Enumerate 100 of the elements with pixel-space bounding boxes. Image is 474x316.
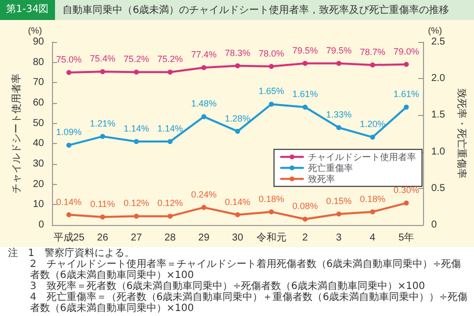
x-tick-label: 2 — [302, 232, 308, 244]
point — [66, 212, 72, 218]
point — [235, 63, 240, 68]
data-label: 75.2% — [124, 54, 150, 64]
point — [201, 114, 206, 120]
y2-tick-label: 1.5 — [431, 110, 446, 121]
point — [168, 139, 173, 144]
point — [404, 62, 409, 67]
point — [370, 62, 376, 68]
point — [302, 60, 308, 66]
point — [370, 134, 376, 140]
y-tick-label: 20 — [32, 178, 44, 190]
data-label: 75.2% — [157, 54, 183, 64]
point — [134, 214, 139, 219]
chart-subtitle: 自動車同乗中（6歳未満）のチャイルドシート使用者率，致死率及び死亡重傷率の推移 — [62, 4, 450, 17]
text: 4 死亡重傷率＝（死者数（6歳未満自動車同乗中）＋重傷者数（6歳未満自動車同乗中））÷死傷者数（6歳未満自動車同乗中）×100 — [29, 292, 468, 314]
data-label: 75.4% — [90, 54, 116, 64]
y-tick-label: 30 — [32, 158, 44, 170]
data-label: 1.61% — [292, 89, 318, 100]
text: (%) — [428, 26, 442, 36]
data-label: 1.48% — [191, 98, 217, 109]
text: 注 1 警察庁資料による。 — [8, 248, 136, 259]
x-tick-label: 3 — [336, 232, 342, 244]
data-label: 0.30% — [394, 185, 420, 196]
data-label: 79.0% — [394, 46, 420, 56]
data-label: 78.7% — [360, 46, 386, 57]
point — [336, 212, 342, 217]
data-label: 78.0% — [258, 48, 284, 58]
y-tick-label: 80 — [32, 56, 44, 68]
point — [134, 139, 139, 144]
data-label: 79.5% — [292, 45, 318, 56]
point — [235, 212, 240, 218]
data-label: 1.65% — [258, 86, 284, 96]
x-tick-label: 26 — [97, 232, 109, 244]
data-label: 1.14% — [157, 124, 183, 134]
data-label: 1.61% — [394, 89, 420, 100]
data-label: 1.09% — [56, 127, 82, 138]
data-label: 1.21% — [90, 118, 116, 128]
text: (%) — [28, 26, 42, 36]
y2-tick-label: 0.5 — [431, 182, 446, 194]
y2-axis-title: 致死率・死亡重傷率 — [456, 88, 468, 178]
data-label: 0.14% — [224, 196, 250, 207]
data-label: 0.18% — [258, 194, 284, 204]
point — [201, 65, 206, 70]
data-label: 79.5% — [326, 45, 352, 56]
point — [100, 134, 106, 139]
data-label: 0.11% — [90, 198, 116, 209]
y2-tick-label: 2.0 — [431, 73, 446, 84]
data-label: 0.15% — [326, 196, 352, 206]
data-label: 0.12% — [157, 198, 183, 208]
point — [302, 216, 308, 222]
legend-label: 致死率 — [308, 174, 335, 184]
point — [268, 64, 274, 69]
point — [404, 104, 409, 110]
x-tick-label: 令和元 — [256, 232, 286, 244]
data-label: 0.08% — [292, 201, 318, 212]
x-tick-label: 平成25 — [53, 232, 85, 244]
data-label: 78.3% — [224, 48, 250, 58]
x-tick-label: 4 — [370, 232, 376, 244]
y-tick-label: 60 — [32, 98, 44, 108]
point — [302, 104, 308, 110]
point — [100, 214, 106, 220]
data-label: 0.14% — [56, 196, 82, 207]
point — [134, 70, 139, 75]
point — [168, 70, 173, 75]
y-tick-label: 70 — [32, 77, 44, 88]
y-tick-label: 90 — [32, 36, 44, 48]
data-label: 0.24% — [191, 189, 217, 200]
point — [201, 204, 206, 210]
x-tick-label: 27 — [130, 232, 142, 244]
point — [370, 209, 376, 214]
point — [66, 142, 72, 148]
legend-label: チャイルドシート使用者率 — [308, 152, 416, 162]
data-label: 77.4% — [191, 50, 217, 60]
data-label: 75.0% — [56, 54, 82, 64]
data-label: 1.28% — [224, 113, 250, 124]
legend-label: 死亡重傷率 — [308, 162, 353, 173]
y2-tick-label: 2.5 — [431, 36, 446, 48]
y-tick-label: 40 — [32, 138, 44, 150]
y-axis-title: チャイルドシート使用者率 — [10, 74, 22, 194]
point — [100, 69, 106, 74]
point — [66, 70, 72, 75]
x-tick-label: 28 — [164, 232, 176, 244]
data-label: 1.33% — [326, 110, 352, 120]
point — [168, 214, 173, 219]
y-tick-label: 0 — [38, 220, 44, 230]
x-tick-label: 5年 — [398, 232, 414, 244]
data-label: 1.14% — [124, 124, 150, 134]
y2-tick-label: 0 — [431, 220, 438, 230]
data-label: 1.20% — [360, 119, 386, 130]
point — [235, 128, 240, 134]
x-tick-label: 30 — [232, 232, 244, 244]
chart-title: 第1-34図 — [0, 0, 55, 20]
data-label: 0.18% — [360, 194, 386, 204]
y-tick-label: 10 — [32, 199, 44, 210]
point — [268, 209, 274, 214]
point — [404, 200, 409, 206]
point — [336, 60, 342, 66]
y2-tick-label: 1.0 — [431, 146, 446, 158]
data-label: 0.12% — [124, 198, 150, 208]
